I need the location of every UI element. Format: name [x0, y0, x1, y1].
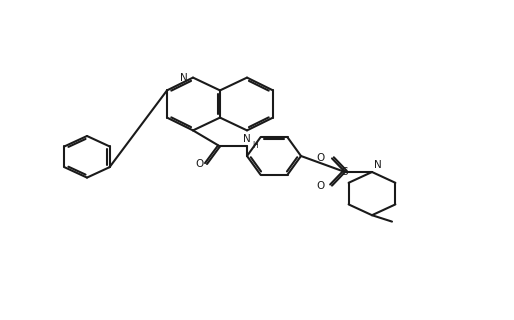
Text: H: H	[252, 141, 258, 150]
Text: O: O	[317, 180, 325, 191]
Text: O: O	[195, 159, 203, 169]
Text: O: O	[317, 153, 325, 164]
Text: N: N	[243, 134, 251, 144]
Text: N: N	[180, 73, 188, 83]
Text: N: N	[374, 160, 382, 170]
Text: S: S	[342, 167, 348, 177]
